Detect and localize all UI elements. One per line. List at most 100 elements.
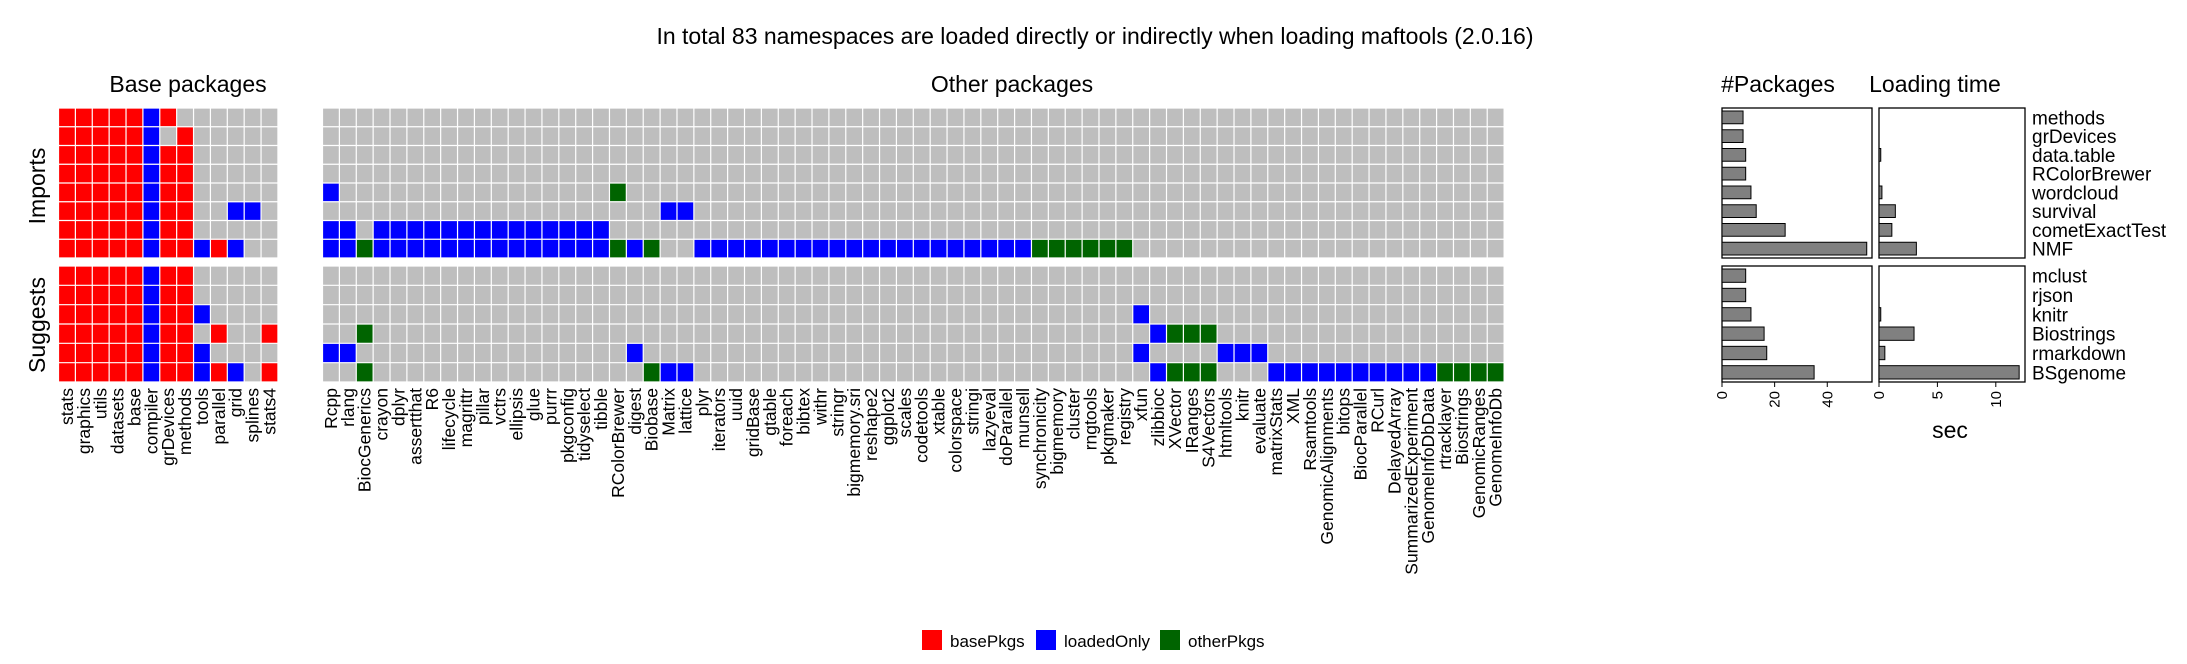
count-bar-wordcloud <box>1721 185 1752 200</box>
cell-suggests-biostrings-xvector <box>1166 324 1184 344</box>
cell-suggests-mclust-graphics <box>75 266 93 286</box>
cell-imports-data-table-grdevices <box>159 145 177 165</box>
other-col-label-tibble: tibble <box>591 388 611 430</box>
cell-imports-nmf-magrittr <box>457 239 475 258</box>
cell-suggests-bsgenome-iranges <box>1183 362 1201 382</box>
cell-suggests-bsgenome-rcurl <box>1369 362 1386 382</box>
cell-imports-cometexacttest-magrittr <box>457 220 475 240</box>
other-col-label-crayon: crayon <box>372 388 392 441</box>
cell-imports-nmf-rngtools <box>1082 239 1099 258</box>
row-label-survival: survival <box>2032 202 2096 223</box>
cell-imports-cometexacttest-vctrs <box>491 220 509 240</box>
cell-imports-methods-datasets <box>109 108 127 127</box>
cell-imports-nmf-bigmemory-sri <box>845 239 863 258</box>
other-col-label-scales: scales <box>895 388 915 438</box>
other-col-label-lattice: lattice <box>675 388 695 434</box>
cell-imports-cometexacttest-methods <box>176 220 194 240</box>
cell-suggests-knitr-stats <box>58 304 76 324</box>
cell-imports-cometexacttest-r6 <box>423 220 441 240</box>
other-col-label-biocparallel: BiocParallel <box>1351 388 1371 480</box>
base-col-label-datasets: datasets <box>108 388 128 454</box>
cell-imports-nmf-pillar <box>474 239 492 258</box>
cell-imports-cometexacttest-compiler <box>142 220 160 240</box>
other-col-label-htmltools: htmltools <box>1216 388 1236 458</box>
cell-suggests-rmarkdown-rcpp <box>322 343 340 363</box>
time-bar-rmarkdown <box>1878 345 1886 361</box>
other-col-label-matrix: Matrix <box>659 388 679 436</box>
row-label-knitr: knitr <box>2032 305 2069 326</box>
cell-suggests-rmarkdown-methods <box>176 343 194 363</box>
row-label-cometexacttest: cometExactTest <box>2032 221 2167 242</box>
row-label-biostrings: Biostrings <box>2032 325 2115 346</box>
base-col-label-splines: splines <box>243 388 263 443</box>
cell-imports-nmf-pkgconfig <box>558 239 576 258</box>
cell-imports-rcolorbrewer-compiler <box>142 164 160 183</box>
cell-imports-survival-grid <box>227 201 245 221</box>
cell-imports-methods-grdevices <box>159 108 177 127</box>
time-bar-data-table <box>1878 148 1882 162</box>
cell-imports-nmf-pkgmaker <box>1098 239 1116 258</box>
cell-imports-cometexacttest-grdevices <box>159 220 177 240</box>
cell-suggests-bsgenome-biocparallel <box>1352 362 1370 382</box>
base-col-label-base: base <box>124 388 144 426</box>
cell-suggests-biostrings-iranges <box>1183 324 1201 344</box>
chart-title: In total 83 namespaces are loaded direct… <box>656 23 1533 49</box>
other-col-label-xml: XML <box>1283 388 1303 424</box>
cell-suggests-bsgenome-xml <box>1284 362 1302 382</box>
cell-imports-cometexacttest-stats <box>58 220 76 240</box>
cell-imports-cometexacttest-graphics <box>75 220 93 240</box>
cell-suggests-rmarkdown-datasets <box>109 343 127 363</box>
count-axis-tick-label: 20 <box>1767 391 1784 408</box>
time-panel-title: Loading time <box>1869 71 2001 97</box>
count-bar-methods <box>1721 110 1744 125</box>
cell-imports-grdevices-graphics <box>75 126 93 146</box>
other-col-label-genomeinfodbdata: GenomeInfoDbData <box>1418 388 1438 544</box>
other-col-label-bibtex: bibtex <box>794 388 814 435</box>
cell-imports-cometexacttest-tidyselect <box>575 220 593 240</box>
cell-imports-cometexacttest-assertthat <box>406 220 424 240</box>
cell-imports-nmf-compiler <box>142 239 160 258</box>
cell-imports-methods-graphics <box>75 108 93 127</box>
other-col-label-stringr: stringr <box>827 388 847 437</box>
cell-imports-nmf-grid <box>227 239 245 258</box>
cell-suggests-biostrings-grdevices <box>159 324 177 344</box>
cell-imports-nmf-methods <box>176 239 194 258</box>
cell-imports-nmf-tools <box>193 239 211 258</box>
cell-imports-data-table-utils <box>92 145 110 165</box>
cell-imports-survival-splines <box>244 201 262 221</box>
cell-suggests-rjson-graphics <box>75 285 93 305</box>
cell-suggests-bsgenome-stats4 <box>261 362 278 382</box>
cell-imports-data-table-datasets <box>109 145 127 165</box>
cell-suggests-rjson-utils <box>92 285 110 305</box>
cell-imports-nmf-tidyselect <box>575 239 593 258</box>
cell-suggests-bsgenome-base <box>126 362 143 382</box>
legend-label-basepkgs: basePkgs <box>950 632 1025 651</box>
time-bar-knitr <box>1878 307 1882 322</box>
imports-group-label: Imports <box>24 148 50 225</box>
time-axis-tick-label: 5 <box>1929 391 1946 399</box>
base-col-label-grdevices: grDevices <box>158 388 178 466</box>
cell-suggests-bsgenome-zlibbioc <box>1149 362 1167 382</box>
cell-imports-survival-grdevices <box>159 201 177 221</box>
cell-imports-nmf-ellipsis <box>508 239 526 258</box>
cell-suggests-knitr-utils <box>92 304 110 324</box>
count-bar-grdevices <box>1721 129 1744 143</box>
row-label-grdevices: grDevices <box>2032 127 2116 148</box>
time-bar-biostrings <box>1878 326 1915 341</box>
cell-imports-nmf-cluster <box>1065 239 1083 258</box>
cell-imports-wordcloud-datasets <box>109 183 127 202</box>
cell-imports-nmf-datasets <box>109 239 127 258</box>
other-col-label-bigmemory-sri: bigmemory.sri <box>844 388 864 497</box>
count-axis-tick-label: 40 <box>1819 391 1836 408</box>
cell-imports-cometexacttest-datasets <box>109 220 127 240</box>
cell-imports-nmf-bigmemory <box>1048 239 1066 258</box>
count-bar-rcolorbrewer <box>1721 166 1747 181</box>
other-col-label-glue: glue <box>524 388 544 421</box>
other-col-label-iterators: iterators <box>709 388 729 451</box>
cell-imports-methods-base <box>126 108 143 127</box>
other-col-label-registry: registry <box>1114 388 1134 446</box>
other-col-label-rngtools: rngtools <box>1081 388 1101 451</box>
cell-imports-survival-compiler <box>142 201 160 221</box>
cell-imports-nmf-glue <box>525 239 542 258</box>
